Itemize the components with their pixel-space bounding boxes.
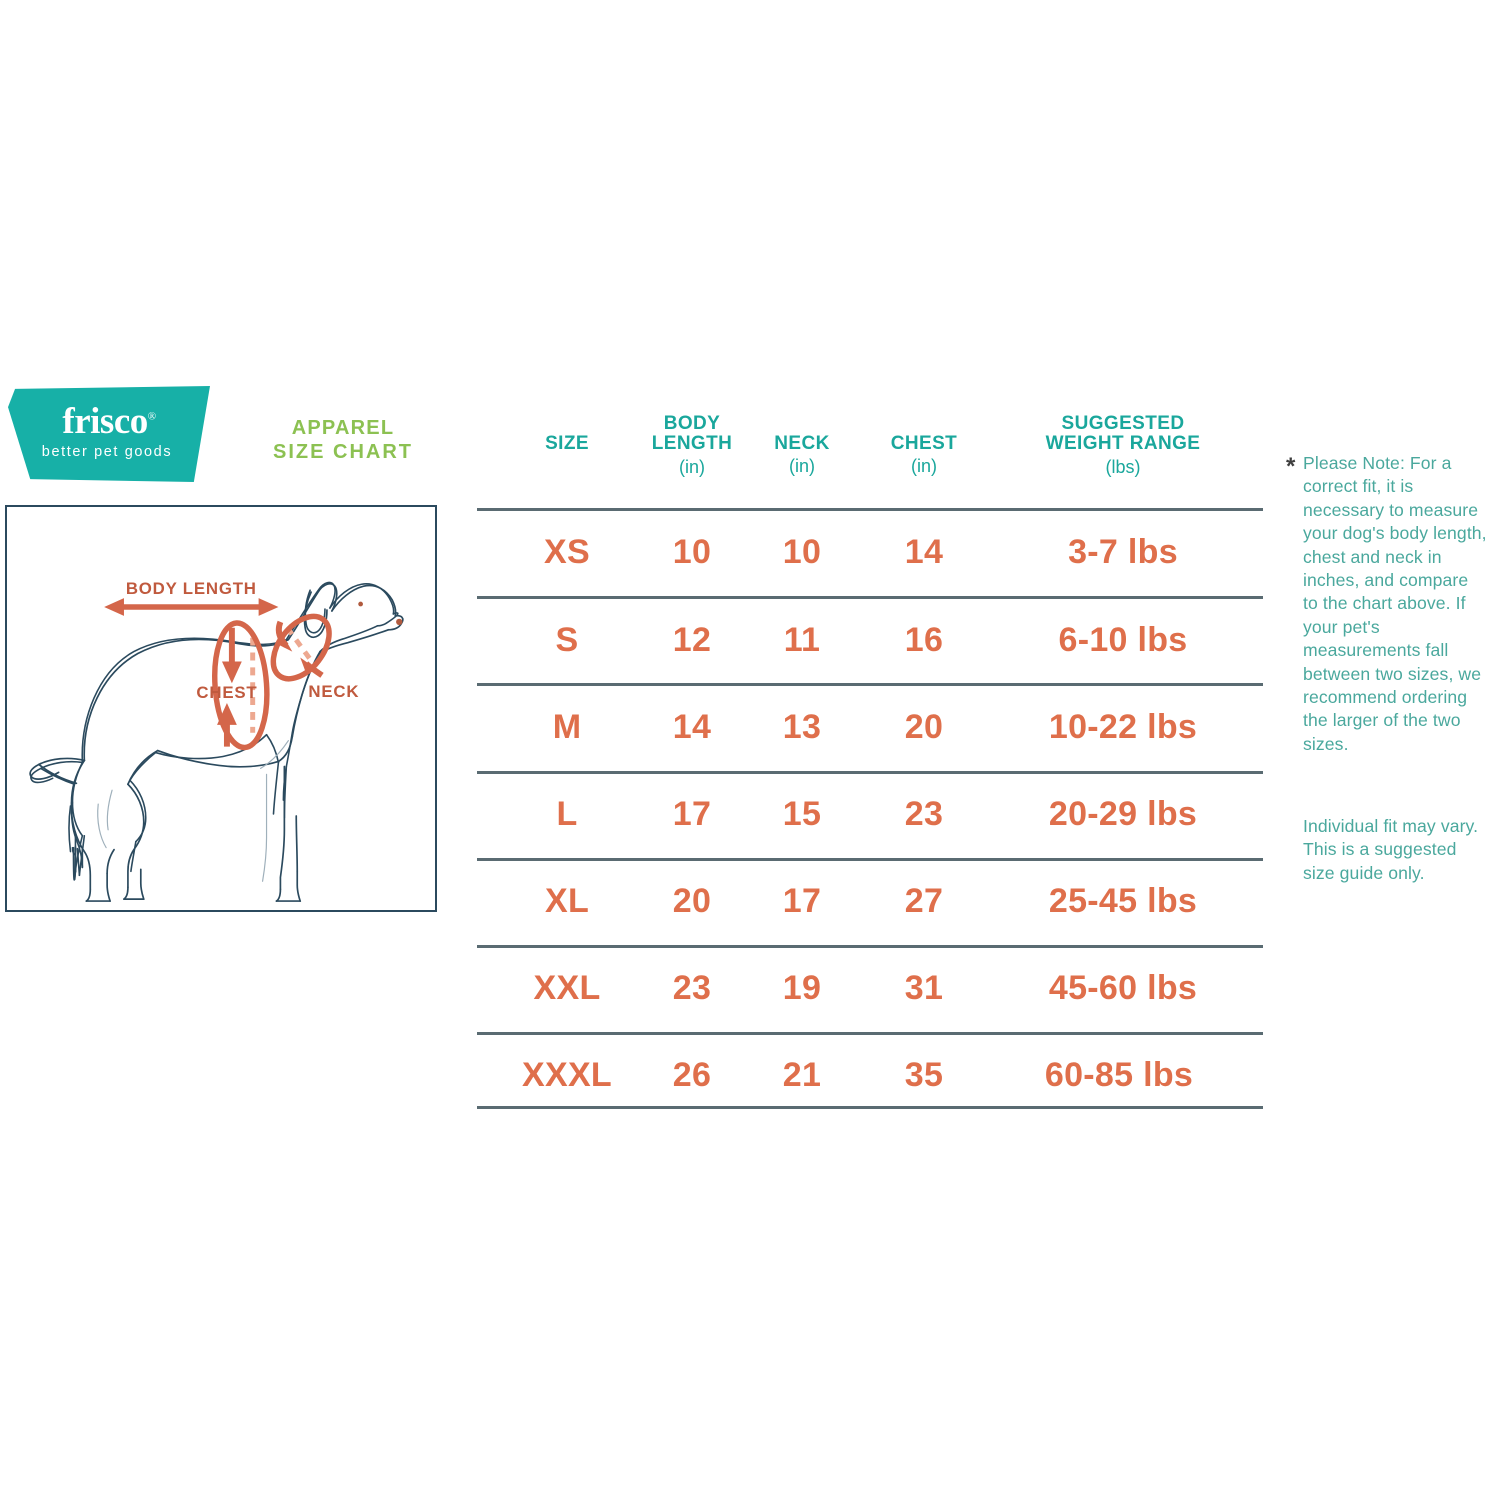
table-rule-1 bbox=[477, 596, 1263, 599]
table-rule-2 bbox=[477, 683, 1263, 686]
logo-background-shape bbox=[8, 386, 210, 482]
logo-wordmark: frisco® bbox=[8, 403, 210, 440]
neck-measure-icon bbox=[270, 613, 332, 682]
cell-size: XXXL bbox=[521, 1056, 612, 1094]
cell-size: XS bbox=[544, 533, 590, 571]
table-header-row: SIZE BODY LENGTH (in) NECK (in) CHEST (i… bbox=[470, 398, 1270, 506]
cell-neck: 17 bbox=[782, 882, 822, 920]
column-header-neck: NECK (in) bbox=[742, 433, 862, 477]
cell-body-length: 26 bbox=[672, 1056, 712, 1094]
neck-label: NECK bbox=[308, 682, 359, 701]
cell-weight: 25-45 lbs bbox=[1048, 882, 1198, 920]
note-paragraph-2: Individual fit may vary. This is a sugge… bbox=[1303, 816, 1479, 883]
cell-neck: 11 bbox=[783, 621, 821, 659]
logo-tagline: better pet goods bbox=[41, 444, 173, 460]
table-rule-bottom bbox=[477, 1106, 1263, 1109]
cell-weight: 45-60 lbs bbox=[1048, 969, 1198, 1007]
cell-weight: 20-29 lbs bbox=[1048, 795, 1198, 833]
table-rule-3 bbox=[477, 771, 1263, 774]
chest-label: CHEST bbox=[196, 683, 257, 702]
body-length-arrow-icon bbox=[104, 598, 279, 616]
cell-weight: 3-7 lbs bbox=[1068, 533, 1178, 571]
cell-neck: 19 bbox=[782, 969, 822, 1007]
cell-weight: 10-22 lbs bbox=[1048, 708, 1198, 746]
cell-weight: 6-10 lbs bbox=[1058, 621, 1188, 659]
cell-body-length: 12 bbox=[672, 621, 712, 659]
cell-chest: 31 bbox=[904, 969, 944, 1007]
chest-measure-icon bbox=[212, 620, 270, 751]
cell-neck: 13 bbox=[782, 708, 822, 746]
table-rule-top bbox=[477, 508, 1263, 511]
cell-chest: 20 bbox=[904, 708, 944, 746]
dog-measurement-diagram: BODY LENGTH CHEST NECK bbox=[5, 505, 437, 912]
cell-size: M bbox=[552, 708, 582, 746]
column-unit-weight-range: (lbs) bbox=[1105, 456, 1141, 477]
cell-size: S bbox=[555, 621, 579, 659]
cell-neck: 21 bbox=[782, 1056, 822, 1094]
table-rule-5 bbox=[477, 945, 1263, 948]
cell-chest: 35 bbox=[904, 1056, 944, 1094]
cell-chest: 16 bbox=[904, 621, 944, 659]
cell-neck: 10 bbox=[782, 533, 822, 571]
cell-size: XL bbox=[544, 882, 590, 920]
page-title-line2: SIZE CHART bbox=[273, 441, 413, 464]
cell-chest: 23 bbox=[904, 795, 944, 833]
cell-chest: 27 bbox=[904, 882, 944, 920]
column-unit-chest: (in) bbox=[911, 456, 937, 477]
column-header-body-length: BODY LENGTH (in) bbox=[617, 413, 767, 477]
cell-neck: 15 bbox=[782, 795, 822, 833]
column-header-chest: CHEST (in) bbox=[860, 433, 988, 477]
cell-body-length: 23 bbox=[672, 969, 712, 1007]
dog-body-outline bbox=[29, 582, 404, 902]
cell-weight: 60-85 lbs bbox=[1044, 1056, 1194, 1094]
frisco-logo: frisco® better pet goods bbox=[8, 386, 210, 482]
column-unit-body-length: (in) bbox=[679, 456, 705, 477]
column-header-weight-range: SUGGESTED WEIGHT RANGE (lbs) bbox=[980, 413, 1266, 477]
page-title-line1: APPAREL bbox=[291, 417, 395, 439]
column-header-size: SIZE bbox=[545, 433, 589, 454]
note-paragraph-1: Please Note: For a correct fit, it is ne… bbox=[1303, 453, 1487, 754]
cell-body-length: 10 bbox=[672, 533, 712, 571]
cell-body-length: 17 bbox=[672, 795, 712, 833]
logo-wordmark-text: frisco bbox=[62, 401, 148, 442]
table-rule-4 bbox=[477, 858, 1263, 861]
cell-size: XXL bbox=[533, 969, 601, 1007]
cell-size: L bbox=[556, 795, 578, 833]
cell-body-length: 14 bbox=[672, 708, 712, 746]
page-title: APPAREL SIZE CHART bbox=[258, 416, 428, 465]
dog-diagram-svg: BODY LENGTH CHEST NECK bbox=[29, 579, 404, 902]
cell-chest: 14 bbox=[904, 533, 944, 571]
cell-body-length: 20 bbox=[672, 882, 712, 920]
asterisk-icon: * bbox=[1286, 453, 1296, 480]
registered-trademark-icon: ® bbox=[147, 410, 156, 423]
body-length-label: BODY LENGTH bbox=[126, 579, 257, 598]
table-rule-6 bbox=[477, 1032, 1263, 1035]
column-unit-neck: (in) bbox=[789, 456, 815, 477]
